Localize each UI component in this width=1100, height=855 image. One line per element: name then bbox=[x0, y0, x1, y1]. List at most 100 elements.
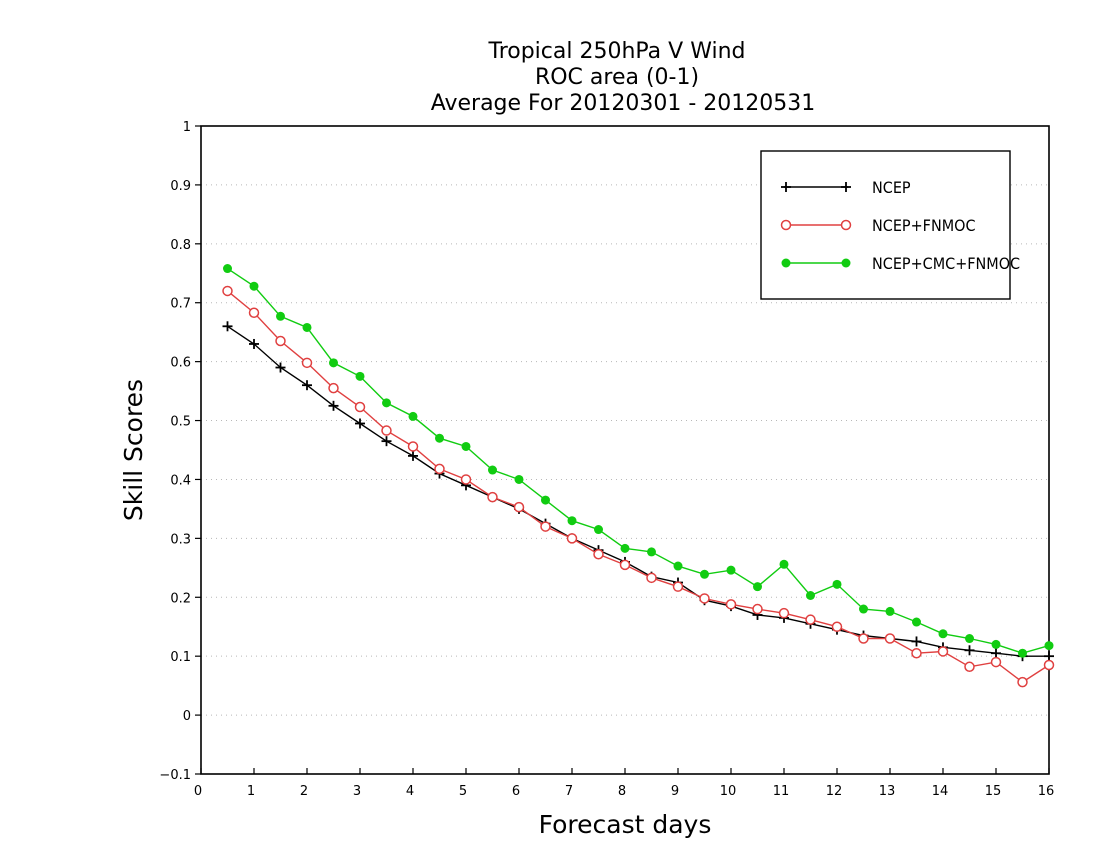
data-point-ncep-fnmoc bbox=[831, 621, 843, 632]
data-point-ncep-fnmoc bbox=[725, 599, 737, 610]
data-point-ncep-cmc-fnmoc bbox=[594, 525, 603, 535]
data-point-ncep-cmc-fnmoc bbox=[567, 516, 577, 526]
data-point-ncep-cmc-fnmoc bbox=[1044, 641, 1054, 651]
y-tick-label: 0.4 bbox=[170, 473, 191, 488]
data-point-ncep-cmc-fnmoc bbox=[302, 322, 312, 332]
data-point-ncep-fnmoc bbox=[540, 521, 551, 532]
data-point-ncep-fnmoc bbox=[937, 646, 949, 657]
y-tick-label: 0.3 bbox=[170, 532, 191, 547]
y-tick-label: 0.7 bbox=[170, 297, 191, 312]
x-tick-label: 7 bbox=[565, 784, 573, 799]
legend-item-ncep-cmc-fnmoc: NCEP+CMC+FNMOC bbox=[781, 254, 1020, 273]
data-point-ncep-fnmoc bbox=[1017, 676, 1028, 688]
data-point-ncep-cmc-fnmoc bbox=[461, 441, 471, 451]
y-tick-label: 0.6 bbox=[170, 356, 191, 371]
data-point-ncep bbox=[1044, 651, 1054, 662]
series-layer bbox=[222, 264, 1055, 688]
data-point-ncep-fnmoc bbox=[990, 656, 1002, 668]
data-point-ncep-fnmoc bbox=[593, 549, 604, 560]
data-point-ncep-cmc-fnmoc bbox=[700, 569, 709, 579]
x-tick-label: 5 bbox=[459, 784, 467, 799]
data-point-ncep bbox=[381, 436, 392, 447]
data-point-ncep-fnmoc bbox=[805, 614, 816, 625]
x-axis-label: Forecast days bbox=[539, 810, 712, 839]
legend-label-ncep-fnmoc: NCEP+FNMOC bbox=[872, 216, 976, 235]
data-point-ncep-cmc-fnmoc bbox=[276, 311, 285, 321]
y-tick-label: 1 bbox=[183, 120, 191, 135]
x-tick-label: 10 bbox=[720, 784, 737, 799]
chart-title-line-2: ROC area (0-1) bbox=[535, 65, 699, 90]
data-point-ncep-cmc-fnmoc bbox=[355, 371, 365, 381]
chart-title: Tropical 250hPa V Wind ROC area (0-1) Av… bbox=[431, 39, 816, 116]
x-axis: 0 1 2 3 4 5 6 7 8 9 10 11 12 13 14 15 16 bbox=[194, 768, 1054, 799]
x-tick-label: 9 bbox=[671, 784, 679, 799]
data-point-ncep-fnmoc bbox=[752, 603, 763, 615]
legend-marker-ncep-cmc-fnmoc bbox=[781, 258, 791, 268]
data-point-ncep-cmc-fnmoc bbox=[832, 579, 842, 589]
x-tick-label: 3 bbox=[353, 784, 361, 799]
data-point-ncep-cmc-fnmoc bbox=[647, 547, 656, 557]
series-line-ncep bbox=[227, 325, 1049, 657]
data-point-ncep-fnmoc bbox=[884, 633, 896, 644]
y-tick-label: 0.2 bbox=[170, 591, 191, 606]
legend: NCEP NCEP+FNMOC NCEP+CMC+FNMOC bbox=[760, 150, 1020, 300]
data-point-ncep-fnmoc bbox=[354, 401, 366, 413]
series-line-ncep-fnmoc bbox=[227, 290, 1050, 683]
data-point-ncep-fnmoc bbox=[275, 335, 286, 347]
data-point-ncep-cmc-fnmoc bbox=[885, 606, 895, 616]
data-point-ncep bbox=[964, 645, 975, 656]
legend-item-ncep: NCEP bbox=[781, 178, 911, 197]
chart-title-line-3: Average For 20120301 - 20120531 bbox=[431, 91, 816, 116]
data-point-ncep bbox=[302, 380, 312, 391]
data-point-ncep-fnmoc bbox=[1043, 659, 1055, 671]
data-point-ncep bbox=[991, 648, 1001, 659]
data-point-ncep-cmc-fnmoc bbox=[249, 281, 259, 291]
x-tick-label: 6 bbox=[512, 784, 520, 799]
x-tick-label: 15 bbox=[985, 784, 1002, 799]
x-tick-label: 2 bbox=[300, 784, 308, 799]
data-point-ncep-fnmoc bbox=[487, 491, 498, 503]
series-line-ncep-cmc-fnmoc bbox=[227, 268, 1050, 654]
data-point-ncep-cmc-fnmoc bbox=[541, 495, 550, 505]
data-point-ncep-fnmoc bbox=[646, 572, 657, 584]
data-point-ncep-cmc-fnmoc bbox=[726, 565, 736, 575]
series-ncep bbox=[222, 321, 1054, 662]
data-point-ncep-cmc-fnmoc bbox=[514, 474, 524, 484]
data-point-ncep-fnmoc bbox=[964, 661, 975, 673]
data-point-ncep-cmc-fnmoc bbox=[329, 358, 338, 368]
data-point-ncep-cmc-fnmoc bbox=[753, 582, 762, 592]
data-point-ncep-fnmoc bbox=[460, 474, 472, 485]
data-point-ncep bbox=[355, 418, 365, 429]
legend-item-ncep-fnmoc: NCEP+FNMOC bbox=[780, 216, 976, 235]
legend-marker-ncep bbox=[781, 182, 791, 192]
data-point-ncep-cmc-fnmoc bbox=[938, 629, 948, 639]
data-point-ncep-fnmoc bbox=[248, 307, 260, 318]
data-point-ncep bbox=[911, 636, 922, 647]
data-point-ncep-cmc-fnmoc bbox=[382, 398, 391, 408]
series-ncep-fnmoc bbox=[222, 285, 1055, 688]
data-point-ncep-cmc-fnmoc bbox=[859, 604, 868, 614]
data-point-ncep-fnmoc bbox=[911, 647, 922, 659]
data-point-ncep-cmc-fnmoc bbox=[488, 465, 497, 475]
x-tick-label: 0 bbox=[194, 784, 202, 799]
data-point-ncep bbox=[328, 400, 339, 411]
legend-marker-ncep bbox=[841, 182, 851, 192]
data-point-ncep-cmc-fnmoc bbox=[1018, 648, 1027, 658]
data-point-ncep-fnmoc bbox=[778, 607, 790, 619]
y-axis-label: Skill Scores bbox=[119, 379, 148, 521]
data-point-ncep-fnmoc bbox=[566, 533, 578, 544]
y-tick-label: −0.1 bbox=[159, 768, 191, 783]
legend-items: NCEP NCEP+FNMOC NCEP+CMC+FNMOC bbox=[780, 178, 1020, 273]
data-point-ncep-cmc-fnmoc bbox=[779, 559, 789, 569]
data-point-ncep-cmc-fnmoc bbox=[806, 591, 815, 601]
data-point-ncep-cmc-fnmoc bbox=[435, 433, 444, 443]
series-ncep-cmc-fnmoc bbox=[223, 264, 1054, 658]
y-tick-label: 0.5 bbox=[170, 415, 191, 430]
y-tick-label: 0.1 bbox=[170, 650, 191, 665]
data-point-ncep-cmc-fnmoc bbox=[965, 634, 974, 644]
data-point-ncep bbox=[275, 362, 286, 373]
legend-marker-ncep-cmc-fnmoc bbox=[841, 258, 851, 268]
data-point-ncep-fnmoc bbox=[407, 441, 419, 452]
data-point-ncep-fnmoc bbox=[222, 285, 233, 297]
x-tick-label: 11 bbox=[773, 784, 790, 799]
